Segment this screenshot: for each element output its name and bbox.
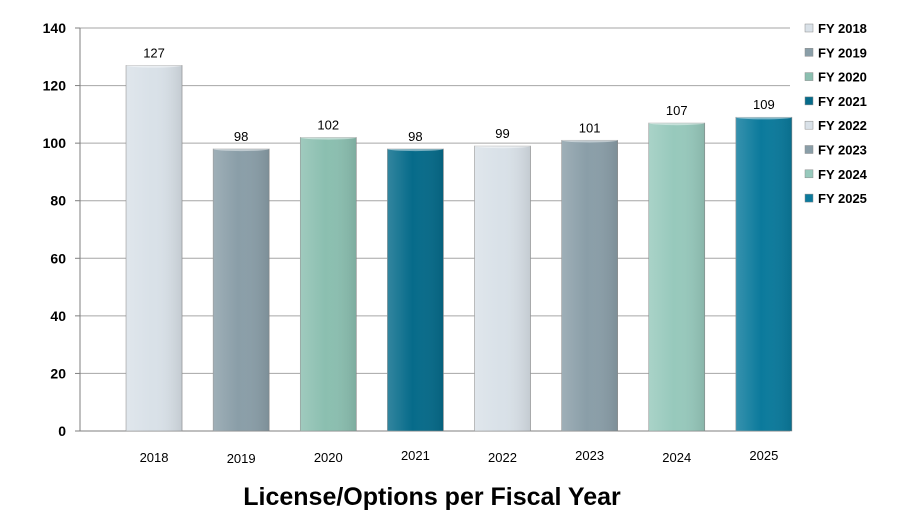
bar-top-2025 (735, 115, 792, 120)
y-tick-label: 60 (50, 250, 66, 266)
legend-item: FY 2024 (818, 167, 868, 182)
x-tick-label-2020: 2020 (314, 450, 343, 465)
bar-top-2024 (648, 120, 705, 126)
legend-item: FY 2018 (818, 21, 867, 36)
bar-top-2023 (561, 138, 618, 143)
labels: 0 20 40 60 80 100 120 140 127 2018 98 2019 102 2020 98… (43, 20, 779, 466)
x-tick-label-2019: 2019 (227, 451, 256, 466)
x-tick-label-2023: 2023 (575, 448, 604, 463)
bar-top-2022 (474, 143, 531, 149)
data-label-2018: 127 (143, 45, 165, 60)
legend-item: FY 2019 (818, 45, 867, 60)
legend-swatch (804, 48, 814, 57)
bar-shading-2022 (474, 146, 531, 431)
bar-shading-2023 (561, 140, 618, 431)
legend-swatch (804, 72, 814, 81)
data-label-2022: 99 (495, 126, 509, 141)
y-tick-label: 40 (50, 308, 66, 324)
legend-swatch (804, 169, 814, 179)
bar-top-2020 (300, 135, 357, 140)
y-tick-label: 20 (50, 365, 66, 381)
y-tick-label: 140 (43, 20, 67, 36)
data-label-2019: 98 (234, 129, 248, 144)
legend-swatch (804, 96, 814, 106)
bar-shading-2025 (735, 117, 792, 431)
legend-item: FY 2022 (818, 118, 867, 133)
y-tick-label: 100 (43, 135, 67, 151)
legend-swatch (804, 23, 814, 33)
legend-item: FY 2023 (818, 143, 867, 158)
data-label-2020: 102 (317, 117, 339, 132)
bar-shading-2019 (213, 148, 270, 431)
x-tick-label-2018: 2018 (140, 450, 169, 465)
legend-item: FY 2025 (818, 191, 867, 206)
y-tick-label: 80 (50, 193, 66, 209)
bar-shading-2018 (126, 65, 183, 432)
data-label-2021: 98 (408, 129, 422, 144)
legend-swatch (804, 145, 814, 154)
legend-item: FY 2021 (818, 94, 867, 109)
bar-shading-2024 (648, 122, 705, 431)
y-tick-label: 120 (43, 78, 67, 94)
bar-shading-2021 (387, 148, 444, 431)
x-tick-label-2025: 2025 (749, 448, 778, 463)
y-tick-label: 0 (58, 423, 66, 439)
data-label-2024: 107 (666, 103, 688, 118)
legend-item: FY 2020 (818, 70, 867, 85)
legend: FY 2018 FY 2019 FY 2020 FY 2021 FY 2022 FY 20… (804, 21, 868, 206)
bars (125, 63, 793, 432)
bar-top-2021 (387, 146, 444, 152)
legend-swatch (804, 193, 814, 203)
bar-top-2018 (126, 63, 183, 68)
x-tick-label-2021: 2021 (401, 448, 430, 463)
x-tick-label-2024: 2024 (662, 450, 691, 465)
legend-swatch (804, 120, 814, 130)
x-tick-label-2022: 2022 (488, 450, 517, 465)
data-label-2023: 101 (579, 120, 601, 135)
chart-title: License/Options per Fiscal Year (243, 483, 621, 511)
data-label-2025: 109 (753, 97, 775, 112)
bar-top-2019 (213, 146, 270, 152)
bar-shading-2020 (300, 137, 357, 431)
